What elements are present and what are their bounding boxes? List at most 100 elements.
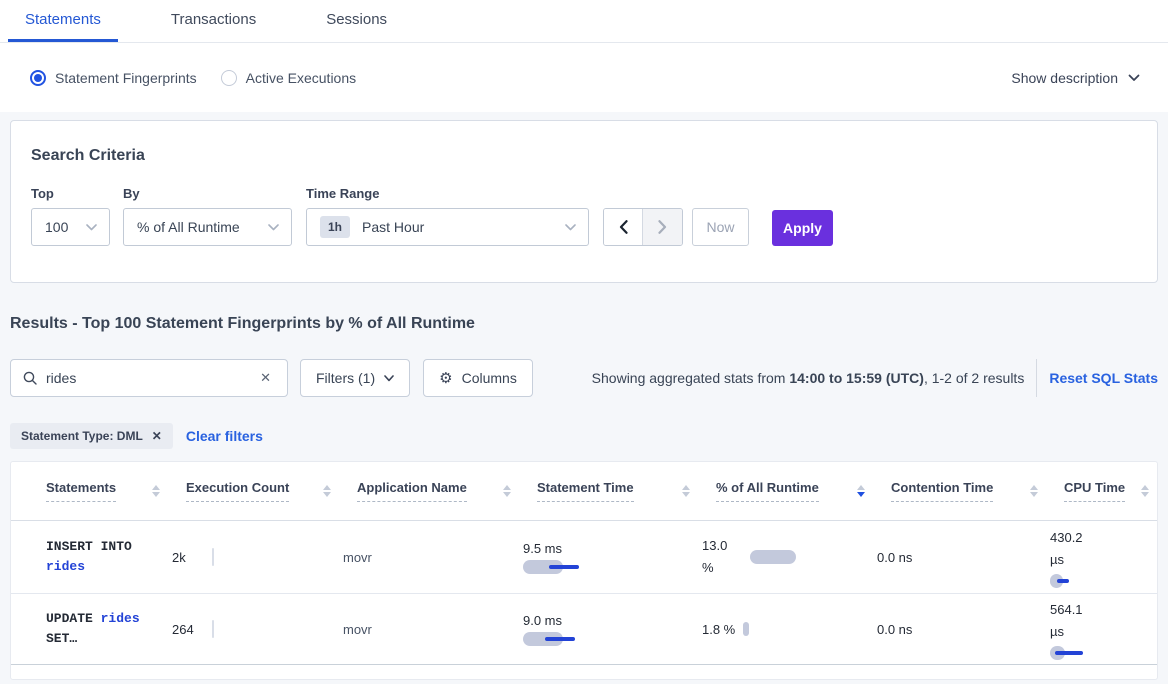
- column-header-statement-time: Statement Time: [537, 480, 716, 502]
- statement-cell: INSERT INTO rides: [46, 539, 132, 574]
- table-row: INSERT INTO rides 2k movr 9.5 ms 13.0 % …: [11, 521, 1157, 594]
- chevron-left-icon: [619, 220, 628, 234]
- filters-button-label: Filters (1): [316, 370, 376, 386]
- by-label: By: [123, 186, 140, 201]
- by-select-value: % of All Runtime: [137, 219, 240, 235]
- columns-button-label: Columns: [461, 370, 517, 386]
- view-toggle-bar: Statement Fingerprints Active Executions…: [0, 43, 1168, 112]
- cpu-time-cell: 430.2 µs: [1050, 527, 1157, 588]
- by-select[interactable]: % of All Runtime: [123, 208, 292, 246]
- execution-count-cell: 2k: [172, 548, 343, 566]
- tab-sessions[interactable]: Sessions: [326, 11, 388, 28]
- statement-time-bar: [523, 631, 702, 646]
- next-time-range-button[interactable]: [643, 209, 682, 245]
- search-criteria-card: Search Criteria Top 100 By % of All Runt…: [10, 120, 1158, 283]
- filter-chips-row: Statement Type: DML ✕ Clear filters: [10, 423, 1158, 449]
- chevron-down-icon: [268, 223, 279, 231]
- filter-chip-statement-type[interactable]: Statement Type: DML ✕: [10, 423, 173, 449]
- column-header-runtime-pct: % of All Runtime: [716, 480, 891, 502]
- now-button[interactable]: Now: [692, 208, 749, 246]
- application-name-cell: movr: [343, 549, 372, 565]
- time-range-arrows: [603, 208, 683, 246]
- tab-transactions[interactable]: Transactions: [170, 11, 257, 28]
- time-range-value: Past Hour: [362, 219, 425, 235]
- table-row: UPDATE rides SET… 264 movr 9.0 ms 1.8 % …: [11, 594, 1157, 665]
- by-field: By % of All Runtime: [123, 186, 292, 246]
- runtime-pct-bar: [743, 622, 750, 636]
- sort-icon[interactable]: [503, 485, 511, 497]
- execution-count-cell: 264: [172, 620, 343, 638]
- radio-active-executions[interactable]: Active Executions: [220, 69, 357, 86]
- sql-activity-tab-bar: Statements Transactions Sessions: [0, 0, 1168, 43]
- chevron-down-icon: [86, 223, 97, 231]
- sort-icon[interactable]: [323, 485, 331, 497]
- radio-unselected-icon[interactable]: [220, 69, 237, 86]
- column-header-execution-count: Execution Count: [186, 480, 357, 502]
- apply-button[interactable]: Apply: [772, 210, 833, 246]
- sort-icon[interactable]: [682, 485, 690, 497]
- statement-cell: UPDATE rides SET…: [46, 611, 140, 646]
- runtime-pct-cell: 13.0 %: [702, 535, 877, 579]
- column-header-cpu-time: CPU Time: [1064, 480, 1157, 502]
- search-icon: [23, 371, 37, 385]
- column-header-contention-time: Contention Time: [891, 480, 1064, 502]
- statement-link[interactable]: rides: [100, 611, 140, 626]
- remove-filter-icon[interactable]: ✕: [151, 429, 162, 443]
- gear-icon: ⚙: [439, 369, 453, 387]
- page-content: Search Criteria Top 100 By % of All Runt…: [0, 120, 1168, 680]
- radio-statement-fingerprints[interactable]: Statement Fingerprints: [30, 69, 197, 86]
- sort-desc-icon[interactable]: [857, 485, 865, 497]
- radio-selected-icon[interactable]: [30, 69, 46, 86]
- column-header-statements: Statements: [46, 480, 186, 502]
- top-field: Top 100: [31, 186, 110, 246]
- reset-sql-stats-link[interactable]: Reset SQL Stats: [1049, 370, 1158, 386]
- cpu-time-bar: [1050, 645, 1157, 660]
- statement-time-cell: 9.5 ms: [523, 541, 702, 574]
- show-description-label: Show description: [1011, 69, 1118, 86]
- radio-active-executions-label: Active Executions: [245, 69, 357, 86]
- statement-link[interactable]: rides: [46, 559, 86, 574]
- tab-statements[interactable]: Statements: [8, 0, 118, 42]
- statement-search-box[interactable]: ✕: [10, 359, 288, 397]
- chevron-down-icon: [565, 223, 576, 231]
- statement-time-cell: 9.0 ms: [523, 613, 702, 646]
- table-header-row: Statements Execution Count Application N…: [11, 462, 1157, 521]
- time-range-badge: 1h: [320, 216, 351, 238]
- results-toolbar: ✕ Filters (1) ⚙ Columns Showing aggregat…: [10, 359, 1158, 397]
- showing-stats-text: Showing aggregated stats from 14:00 to 1…: [591, 370, 1025, 386]
- top-select-value: 100: [45, 219, 69, 235]
- showing-stats-range: 14:00 to 15:59 (UTC): [789, 370, 924, 386]
- chevron-right-icon: [658, 220, 667, 234]
- statement-time-bar: [523, 559, 702, 574]
- contention-time-cell: 0.0 ns: [877, 621, 913, 637]
- sort-icon[interactable]: [1030, 485, 1038, 497]
- sort-icon[interactable]: [1141, 485, 1149, 497]
- statements-table: Statements Execution Count Application N…: [10, 461, 1158, 680]
- top-select[interactable]: 100: [31, 208, 110, 246]
- previous-time-range-button[interactable]: [604, 209, 643, 245]
- clear-filters-link[interactable]: Clear filters: [185, 428, 263, 444]
- chevron-down-icon: [1128, 74, 1140, 82]
- show-description-toggle[interactable]: Show description: [1011, 70, 1140, 86]
- execution-count-bar: [212, 620, 214, 638]
- clear-search-icon[interactable]: ✕: [260, 370, 271, 385]
- filters-button[interactable]: Filters (1): [300, 359, 411, 397]
- application-name-cell: movr: [343, 621, 372, 637]
- time-range-select[interactable]: 1h Past Hour: [306, 208, 589, 246]
- runtime-pct-cell: 1.8 %: [702, 622, 877, 637]
- search-input[interactable]: [46, 370, 257, 386]
- time-range-field: Time Range 1h Past Hour: [306, 186, 589, 246]
- cpu-time-cell: 564.1 µs: [1050, 599, 1157, 660]
- runtime-pct-bar: [750, 550, 796, 564]
- radio-statement-fingerprints-label: Statement Fingerprints: [55, 69, 197, 86]
- search-criteria-controls: Top 100 By % of All Runtime Ti: [31, 186, 1137, 246]
- columns-button[interactable]: ⚙ Columns: [423, 359, 533, 397]
- results-heading: Results - Top 100 Statement Fingerprints…: [10, 315, 475, 332]
- contention-time-cell: 0.0 ns: [877, 549, 913, 565]
- toolbar-divider: [1036, 359, 1038, 397]
- sort-icon[interactable]: [152, 485, 160, 497]
- cpu-time-bar: [1050, 573, 1157, 588]
- time-range-label: Time Range: [306, 186, 380, 201]
- top-label: Top: [31, 186, 54, 201]
- column-header-application-name: Application Name: [357, 480, 537, 502]
